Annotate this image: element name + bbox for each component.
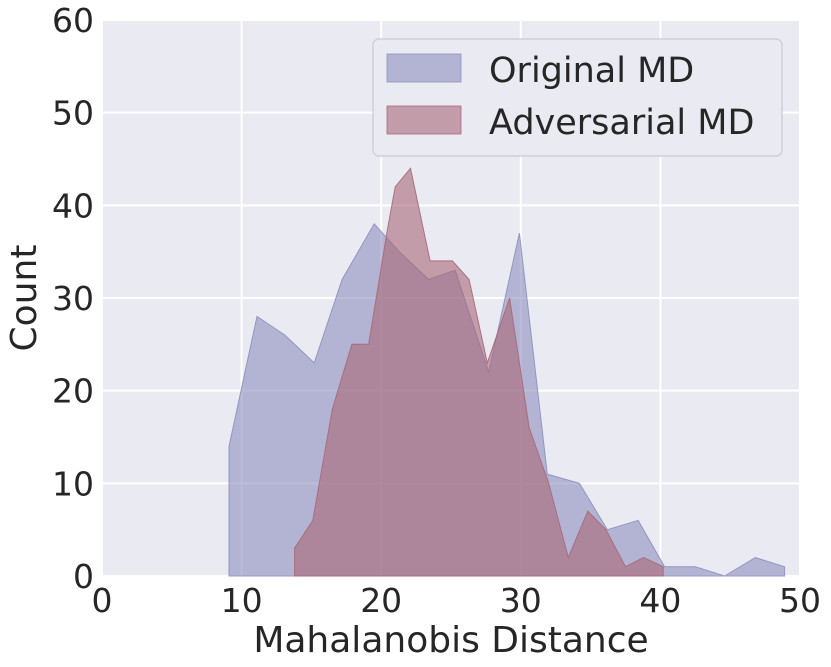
y-tick-label: 60 bbox=[52, 1, 94, 40]
x-tick-label: 10 bbox=[221, 581, 263, 620]
legend: Original MD Adversarial MD bbox=[372, 38, 783, 157]
y-tick-label: 30 bbox=[52, 279, 94, 318]
x-axis-label: Mahalanobis Distance bbox=[253, 620, 648, 661]
y-tick-label: 50 bbox=[52, 94, 94, 133]
area-adversarial-md bbox=[294, 167, 664, 577]
legend-label-original-md: Original MD bbox=[489, 51, 694, 91]
y-tick-label: 20 bbox=[52, 372, 94, 411]
y-tick-labels: 0 10 20 30 40 50 60 bbox=[52, 1, 94, 596]
x-tick-label: 30 bbox=[500, 581, 542, 620]
legend-swatch-original-md bbox=[386, 53, 462, 83]
series-areas bbox=[228, 167, 786, 577]
y-tick-label: 40 bbox=[52, 186, 94, 225]
y-axis-label: Count bbox=[4, 245, 45, 352]
legend-box bbox=[372, 38, 783, 157]
legend-label-adversarial-md: Adversarial MD bbox=[489, 103, 754, 143]
x-tick-label: 0 bbox=[92, 581, 113, 620]
x-tick-label: 20 bbox=[360, 581, 402, 620]
x-tick-label: 40 bbox=[639, 581, 681, 620]
legend-swatch-adversarial-md bbox=[386, 105, 462, 135]
y-tick-label: 0 bbox=[73, 557, 94, 596]
y-tick-label: 10 bbox=[52, 464, 94, 503]
x-tick-label: 50 bbox=[779, 581, 821, 620]
x-tick-labels: 0 10 20 30 40 50 bbox=[92, 581, 822, 620]
